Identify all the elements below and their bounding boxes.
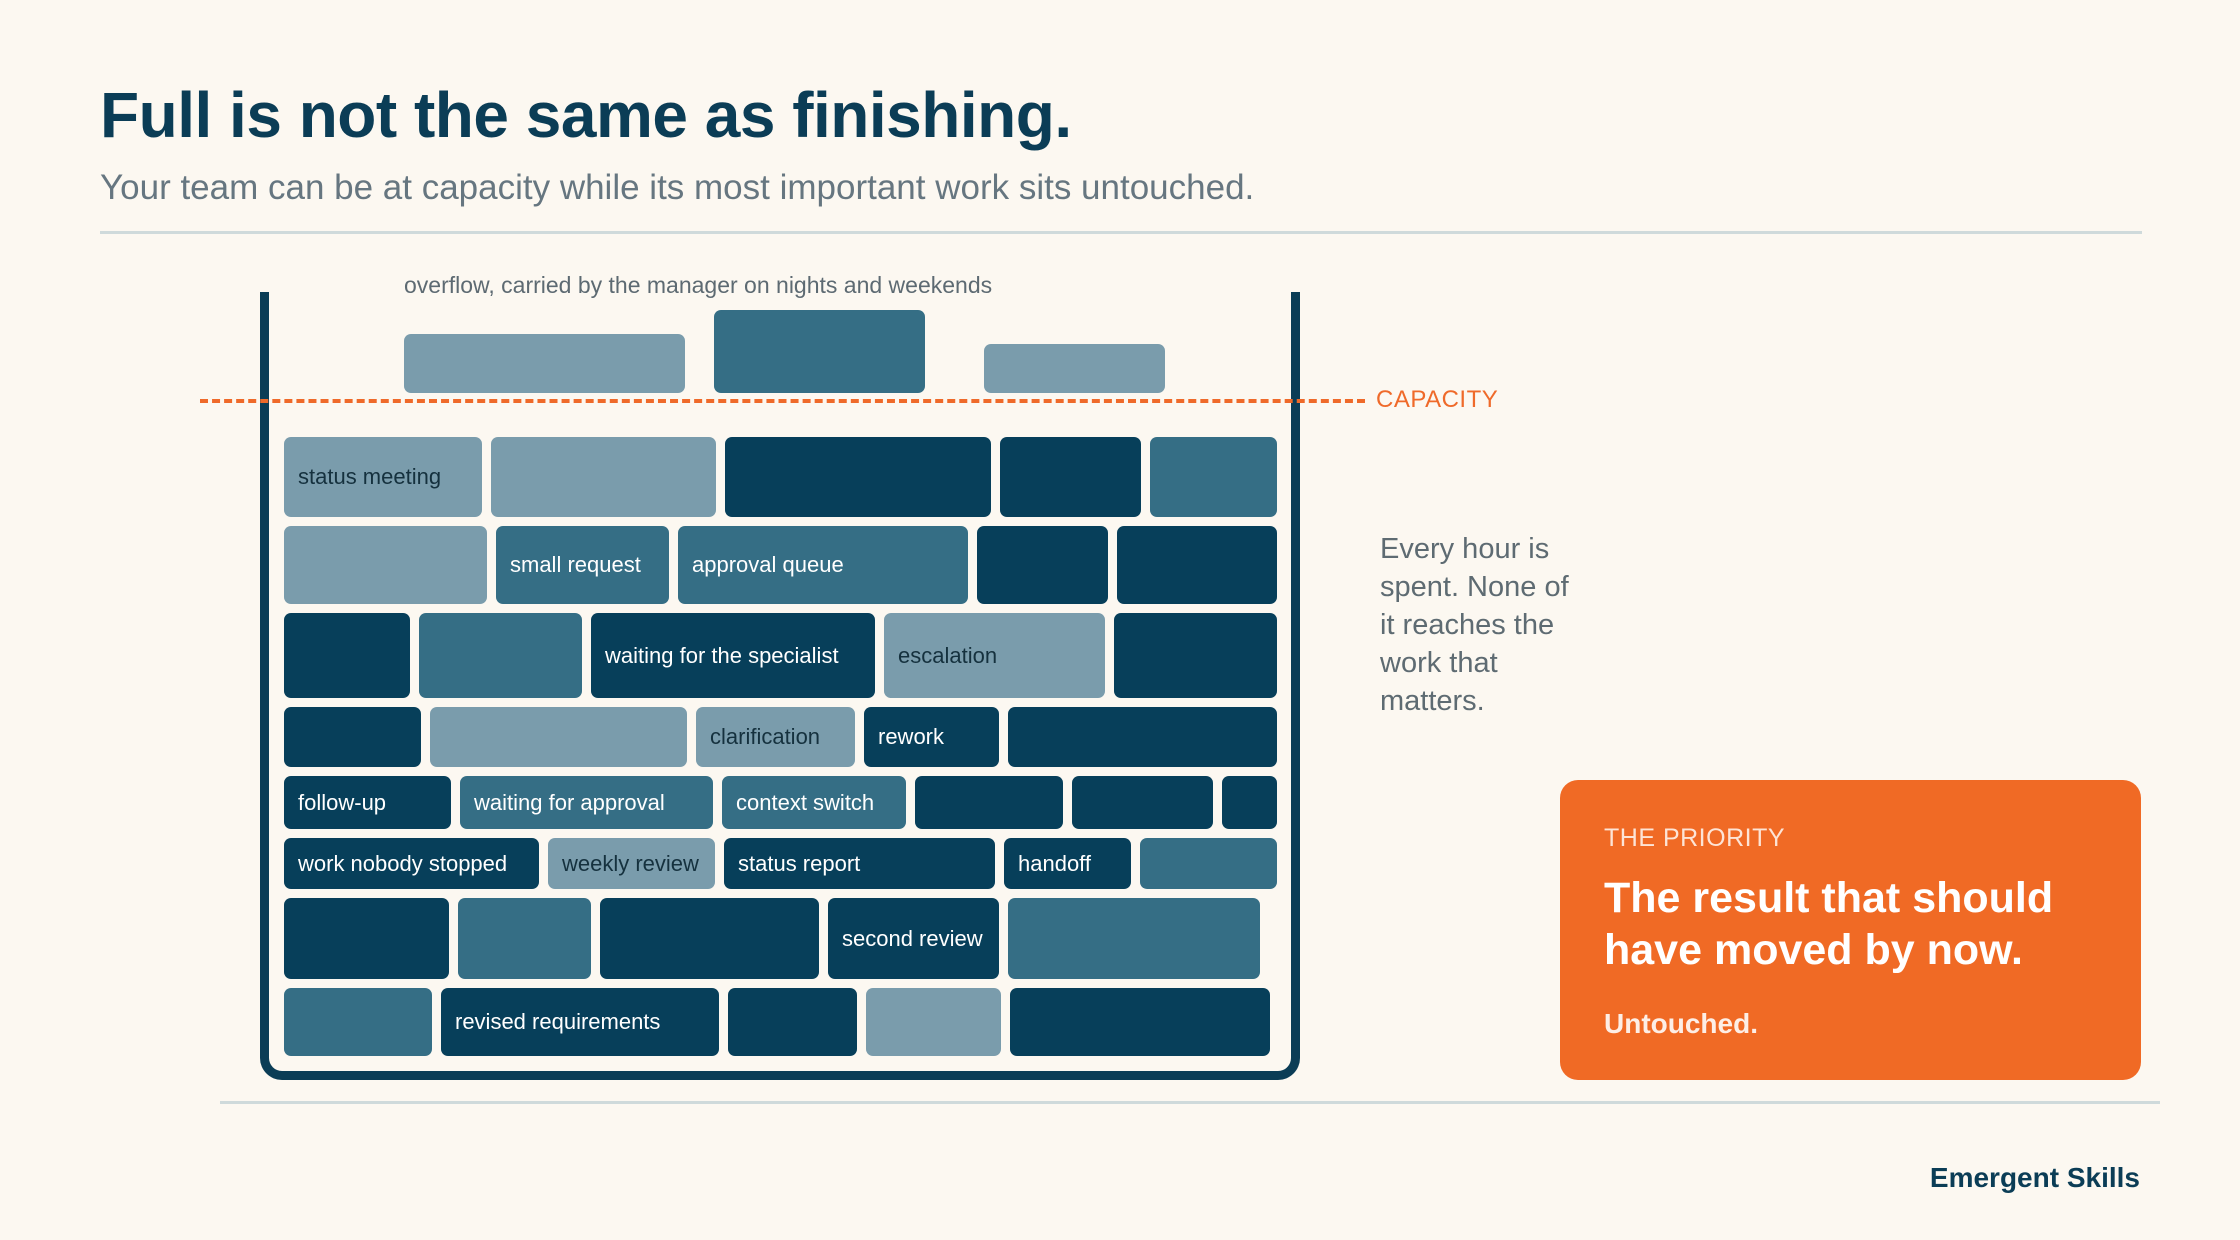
work-block-second-review: second review [828, 898, 999, 979]
work-block [728, 988, 857, 1056]
work-block [600, 898, 819, 979]
work-block [1117, 526, 1277, 604]
capacity-container [260, 292, 1300, 1080]
brand-name: Emergent Skills [1929, 1162, 2140, 1193]
work-block [1072, 776, 1213, 829]
work-block-status-meeting: status meeting [284, 437, 482, 517]
work-block [284, 526, 487, 604]
work-block-revised-requirements: revised requirements [441, 988, 719, 1056]
work-block [1114, 613, 1277, 698]
priority-kicker: THE PRIORITY [1604, 824, 1786, 852]
work-block-handoff: handoff [1004, 838, 1131, 889]
work-block [284, 988, 432, 1056]
capacity-line [200, 399, 1365, 403]
capacity-label: CAPACITY [1376, 386, 1499, 413]
priority-card: THE PRIORITY The result that should have… [1560, 780, 2141, 1080]
work-block-small-request: small request [496, 526, 669, 604]
overflow-block [984, 344, 1165, 393]
overflow-block [714, 310, 925, 393]
work-block [1150, 437, 1277, 517]
page-subtitle: Your team can be at capacity while its m… [100, 168, 1255, 207]
work-block-follow-up: follow-up [284, 776, 451, 829]
work-block [977, 526, 1108, 604]
work-block-status-report: status report [724, 838, 995, 889]
work-block-waiting-approval: waiting for approval [460, 776, 713, 829]
work-block-work-nobody-stopped: work nobody stopped [284, 838, 539, 889]
work-block [866, 988, 1001, 1056]
work-block [430, 707, 687, 767]
work-block-clarification: clarification [696, 707, 855, 767]
work-block-approval-queue: approval queue [678, 526, 968, 604]
work-block [458, 898, 591, 979]
page-title: Full is not the same as finishing. [100, 79, 1072, 151]
work-block [725, 437, 991, 517]
work-block [491, 437, 716, 517]
priority-headline: The result that should have moved by now… [1604, 874, 2054, 974]
bottom-divider [220, 1101, 2160, 1104]
overflow-label: overflow, carried by the manager on nigh… [404, 272, 993, 298]
work-block-escalation: escalation [884, 613, 1105, 698]
work-block-context-switch: context switch [722, 776, 906, 829]
overflow-block [404, 334, 685, 393]
work-block [1000, 437, 1141, 517]
work-block [1222, 776, 1277, 829]
work-block [1140, 838, 1277, 889]
work-block [284, 613, 410, 698]
work-block [915, 776, 1063, 829]
work-block [284, 898, 449, 979]
top-divider [100, 231, 2142, 234]
work-block [419, 613, 582, 698]
work-block-waiting-specialist: waiting for the specialist [591, 613, 875, 698]
work-block [284, 707, 421, 767]
work-block-rework: rework [864, 707, 999, 767]
work-block-weekly-review: weekly review [548, 838, 715, 889]
work-block [1008, 898, 1260, 979]
priority-status: Untouched. [1604, 1008, 1758, 1039]
work-block [1010, 988, 1270, 1056]
side-note: Every hour is spent. None of it reaches … [1380, 533, 1569, 717]
work-block [1008, 707, 1277, 767]
